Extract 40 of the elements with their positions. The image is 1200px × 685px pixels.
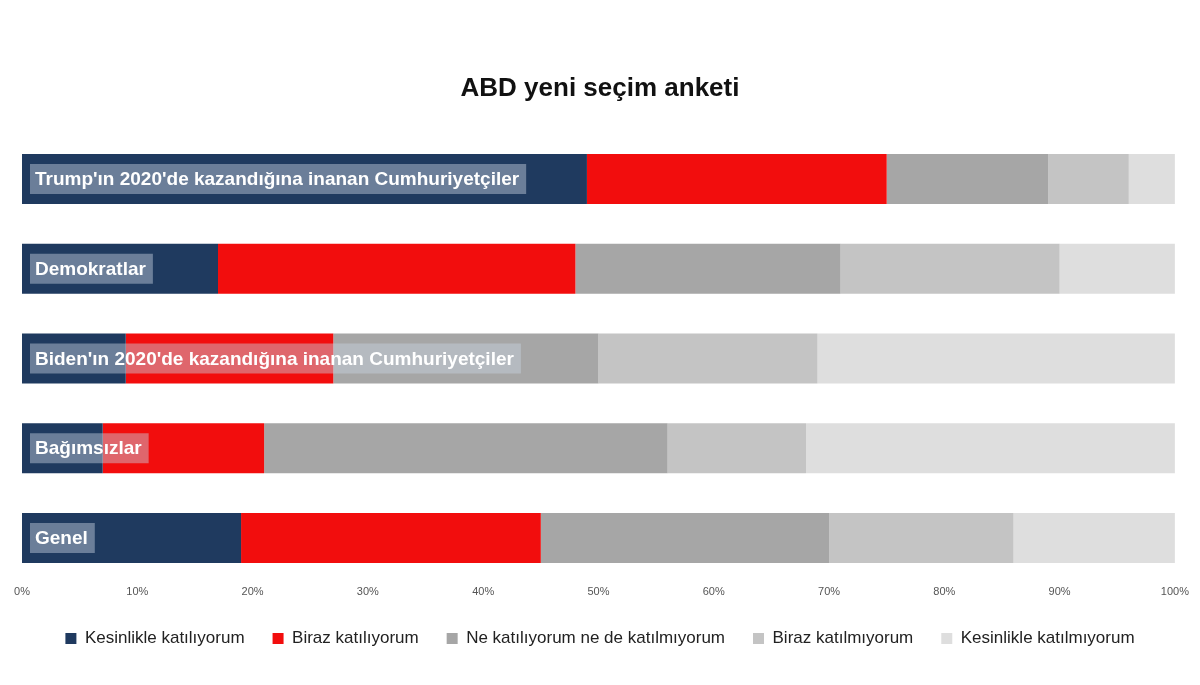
bar <box>540 512 830 563</box>
x-tick-label: 50% <box>587 585 610 598</box>
bar <box>575 243 841 294</box>
legend-label: Kesinlikle katılıyorum <box>84 628 245 648</box>
chart-title: ABD yeni seçim anketi <box>460 71 740 102</box>
bar <box>1048 154 1129 205</box>
bar <box>586 154 887 205</box>
bar <box>806 423 1175 474</box>
x-tick-label: 80% <box>933 585 956 598</box>
y-tick-label: Trump'ın 2020'de kazandığına inanan Cumhuriyetçiler <box>35 168 520 190</box>
bar <box>22 243 218 294</box>
x-tick-label: 90% <box>1048 585 1071 598</box>
x-tick-label: 30% <box>356 585 380 598</box>
bar <box>817 333 1175 384</box>
x-tick-label: 0% <box>14 585 31 598</box>
bar <box>1059 243 1175 294</box>
bar <box>22 512 242 563</box>
bar <box>829 512 1014 563</box>
bar <box>667 423 806 474</box>
x-tick-label: 10% <box>126 585 149 598</box>
bar <box>840 243 1060 294</box>
bar <box>1013 512 1175 563</box>
x-tick-label: 100% <box>1160 585 1190 598</box>
legend-label: Kesinlikle katılmıyorum <box>960 628 1135 648</box>
bar <box>598 333 818 384</box>
bar <box>22 154 587 205</box>
y-tick-label: Genel <box>35 527 88 549</box>
legend-label: Ne katılıyorum ne de katılmıyorum <box>466 628 726 648</box>
y-tick-label: Demokratlar <box>35 258 147 280</box>
bar <box>241 512 541 563</box>
bar <box>264 423 668 474</box>
bar <box>1128 154 1175 205</box>
x-tick-label: 70% <box>818 585 841 598</box>
x-tick-label: 60% <box>702 585 725 598</box>
legend-label: Biraz katılmıyorum <box>772 628 914 648</box>
x-tick-label: 40% <box>472 585 495 598</box>
bar <box>218 243 576 294</box>
bar <box>886 154 1049 205</box>
x-tick-label: 20% <box>241 585 264 598</box>
legend-label: Biraz katılıyorum <box>292 628 419 648</box>
